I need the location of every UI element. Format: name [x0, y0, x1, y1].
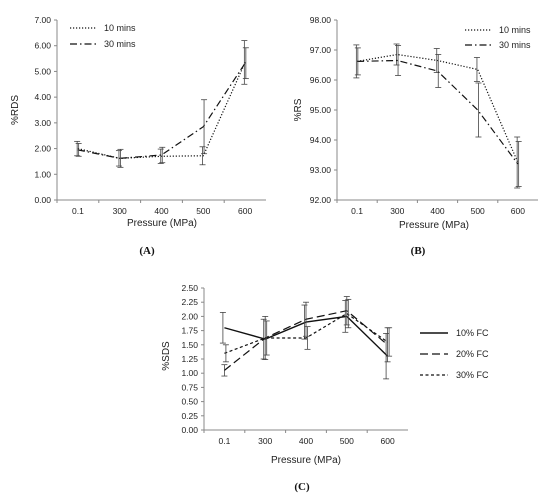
x-tick-label: 600 — [381, 436, 395, 446]
y-tick-label: 97.00 — [310, 45, 332, 55]
chart-a: 0.00 1.00 2.00 3.00 4.00 5.00 6.00 7.00 0.1 300 40… — [10, 15, 266, 257]
legend-label: 30 mins — [104, 39, 136, 49]
chart-b: 92.00 93.00 94.00 95.00 96.00 97.00 98.00 0.1 30… — [293, 15, 538, 257]
x-tick-label: 300 — [113, 206, 127, 216]
y-tick-label: 93.00 — [310, 165, 332, 175]
y-tick-label: 3.00 — [34, 118, 51, 128]
legend-label: 10 mins — [499, 25, 531, 35]
x-axis-label: Pressure (MPa) — [399, 220, 469, 231]
x-axis-label: Pressure (MPa) — [271, 455, 341, 466]
series-line — [77, 62, 246, 159]
y-tick-label: 0.00 — [181, 425, 198, 435]
x-tick-label: 500 — [471, 206, 485, 216]
x-tick-label: 300 — [258, 436, 272, 446]
y-tick-label: 2.00 — [181, 311, 198, 321]
x-axis-label: Pressure (MPa) — [127, 218, 197, 229]
y-tick-label: 0.50 — [181, 397, 198, 407]
panel-label: (B) — [411, 245, 426, 257]
y-tick-label: 6.00 — [34, 41, 51, 51]
series-line — [357, 59, 519, 165]
y-tick-label: 0.00 — [34, 195, 51, 205]
y-tick-label: 96.00 — [310, 75, 332, 85]
y-tick-label: 1.25 — [181, 354, 198, 364]
x-tick-label: 600 — [238, 206, 252, 216]
y-tick-label: 94.00 — [310, 135, 332, 145]
y-tick-label: 7.00 — [34, 15, 51, 25]
chart-c: 0.00 0.25 0.50 0.75 1.00 1.25 1.50 1.75 2.00 2.25… — [161, 283, 489, 493]
y-tick-label: 1.00 — [34, 169, 51, 179]
x-tick-label: 300 — [390, 206, 404, 216]
y-tick-label: 1.00 — [181, 368, 198, 378]
y-tick-label: 4.00 — [34, 92, 51, 102]
x-tick-label: 500 — [340, 436, 354, 446]
x-tick-label: 0.1 — [218, 436, 230, 446]
x-tick-label: 400 — [430, 206, 444, 216]
x-tick-label: 0.1 — [351, 206, 363, 216]
x-tick-label: 400 — [154, 206, 168, 216]
legend-label: 30 mins — [499, 40, 531, 50]
x-tick-label: 400 — [299, 436, 313, 446]
y-tick-label: 95.00 — [310, 105, 332, 115]
legend-label: 10 mins — [104, 23, 136, 33]
y-axis-label: %RDS — [10, 95, 21, 125]
y-tick-label: 0.25 — [181, 411, 198, 421]
y-axis-label: %SDS — [161, 341, 172, 371]
y-tick-label: 98.00 — [310, 15, 332, 25]
y-tick-label: 1.50 — [181, 340, 198, 350]
series-line — [224, 312, 388, 354]
panel-label: (A) — [139, 245, 155, 257]
legend-label: 20% FC — [456, 349, 489, 359]
series-line — [356, 53, 519, 163]
legend-label: 30% FC — [456, 370, 489, 380]
y-tick-label: 1.75 — [181, 326, 198, 336]
panel-label: (C) — [294, 481, 310, 493]
y-tick-label: 2.50 — [181, 283, 198, 293]
x-tick-label: 0.1 — [72, 206, 84, 216]
y-tick-label: 92.00 — [310, 195, 332, 205]
y-tick-label: 2.00 — [34, 144, 51, 154]
y-tick-label: 0.75 — [181, 382, 198, 392]
series-line — [77, 62, 246, 159]
y-tick-label: 2.25 — [181, 297, 198, 307]
y-axis-label: %RS — [293, 98, 304, 121]
x-tick-label: 500 — [196, 206, 210, 216]
y-tick-label: 5.00 — [34, 66, 51, 76]
x-tick-label: 600 — [511, 206, 525, 216]
legend-label: 10% FC — [456, 328, 489, 338]
